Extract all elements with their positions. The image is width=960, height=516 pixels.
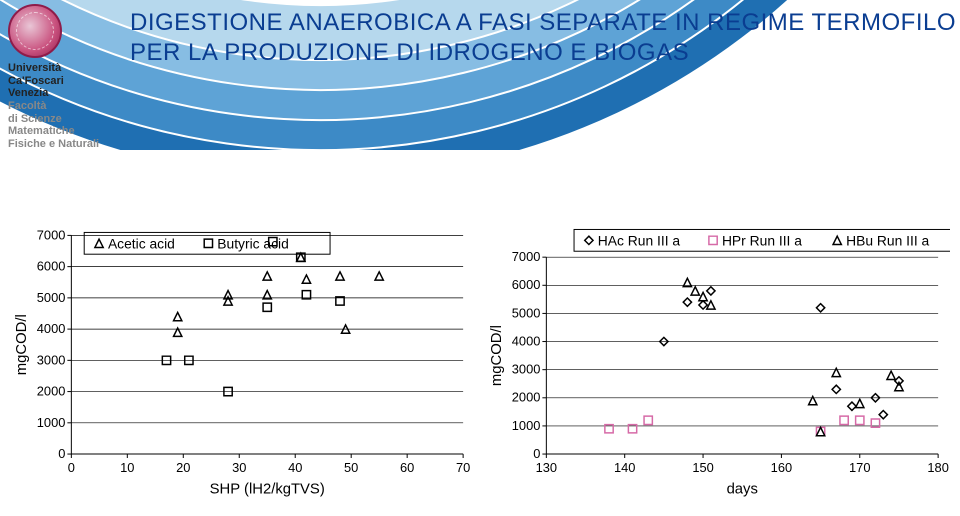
svg-text:160: 160 bbox=[771, 460, 792, 475]
svg-text:5000: 5000 bbox=[512, 305, 541, 320]
svg-text:180: 180 bbox=[927, 460, 948, 475]
svg-text:0: 0 bbox=[533, 446, 540, 461]
svg-text:mgCOD/l: mgCOD/l bbox=[14, 314, 30, 375]
chart-left-svg: 0 1000 2000 3000 4000 5000 6000 7000 0 10 20 30 40 50… bbox=[10, 228, 475, 503]
svg-text:Acetic acid: Acetic acid bbox=[108, 235, 175, 251]
svg-text:20: 20 bbox=[176, 460, 190, 475]
uni-line: Matematiche bbox=[8, 125, 108, 138]
svg-text:1000: 1000 bbox=[37, 415, 66, 430]
svg-text:170: 170 bbox=[849, 460, 870, 475]
uni-line: Venezia bbox=[8, 87, 108, 100]
svg-text:4000: 4000 bbox=[512, 334, 541, 349]
svg-text:70: 70 bbox=[456, 460, 470, 475]
svg-text:130: 130 bbox=[536, 460, 557, 475]
svg-text:50: 50 bbox=[344, 460, 358, 475]
svg-text:2000: 2000 bbox=[512, 390, 541, 405]
svg-text:HPr Run III a: HPr Run III a bbox=[722, 232, 802, 248]
uni-line: Facoltà bbox=[8, 100, 108, 113]
svg-text:10: 10 bbox=[120, 460, 134, 475]
svg-text:2000: 2000 bbox=[37, 384, 66, 399]
svg-text:140: 140 bbox=[614, 460, 635, 475]
svg-text:7000: 7000 bbox=[512, 249, 541, 264]
svg-text:0: 0 bbox=[68, 460, 75, 475]
uni-line: Fisiche e Naturali bbox=[8, 138, 108, 151]
chart-right: 0 1000 2000 3000 4000 5000 6000 7000 130 140 150 16… bbox=[485, 228, 950, 503]
svg-text:3000: 3000 bbox=[512, 362, 541, 377]
svg-text:HAc Run III a: HAc Run III a bbox=[598, 232, 681, 248]
svg-text:4000: 4000 bbox=[37, 321, 66, 336]
svg-text:HBu Run III a: HBu Run III a bbox=[846, 232, 929, 248]
university-logo-block: Università Ca'Foscari Venezia Facoltà di… bbox=[8, 4, 108, 150]
svg-text:5000: 5000 bbox=[37, 290, 66, 305]
title-line-1: DIGESTIONE ANAEROBICA A FASI SEPARATE IN… bbox=[130, 9, 956, 36]
university-text: Università Ca'Foscari Venezia Facoltà di… bbox=[8, 62, 108, 150]
university-seal-icon bbox=[8, 4, 62, 58]
svg-text:40: 40 bbox=[288, 460, 302, 475]
chart-left: 0 1000 2000 3000 4000 5000 6000 7000 0 10 20 30 40 50… bbox=[10, 228, 475, 503]
svg-text:3000: 3000 bbox=[37, 352, 66, 367]
svg-text:days: days bbox=[727, 482, 758, 498]
svg-text:SHP (lH2/kgTVS): SHP (lH2/kgTVS) bbox=[210, 482, 325, 498]
svg-text:Butyric acid: Butyric acid bbox=[217, 235, 289, 251]
uni-line: di Scienze bbox=[8, 113, 108, 126]
svg-text:30: 30 bbox=[232, 460, 246, 475]
svg-text:mgCOD/l: mgCOD/l bbox=[489, 325, 505, 386]
chart-right-svg: 0 1000 2000 3000 4000 5000 6000 7000 130 140 150 16… bbox=[485, 228, 950, 503]
svg-text:6000: 6000 bbox=[37, 259, 66, 274]
svg-text:60: 60 bbox=[400, 460, 414, 475]
svg-text:1000: 1000 bbox=[512, 418, 541, 433]
svg-text:7000: 7000 bbox=[37, 228, 66, 242]
title-line-2: PER LA PRODUZIONE DI IDROGENO E BIOGAS bbox=[130, 39, 689, 66]
slide-title: DIGESTIONE ANAEROBICA A FASI SEPARATE IN… bbox=[130, 8, 956, 68]
uni-line: Università bbox=[8, 62, 108, 75]
uni-line: Ca'Foscari bbox=[8, 75, 108, 88]
svg-text:150: 150 bbox=[692, 460, 713, 475]
svg-text:0: 0 bbox=[58, 446, 65, 461]
svg-text:6000: 6000 bbox=[512, 277, 541, 292]
